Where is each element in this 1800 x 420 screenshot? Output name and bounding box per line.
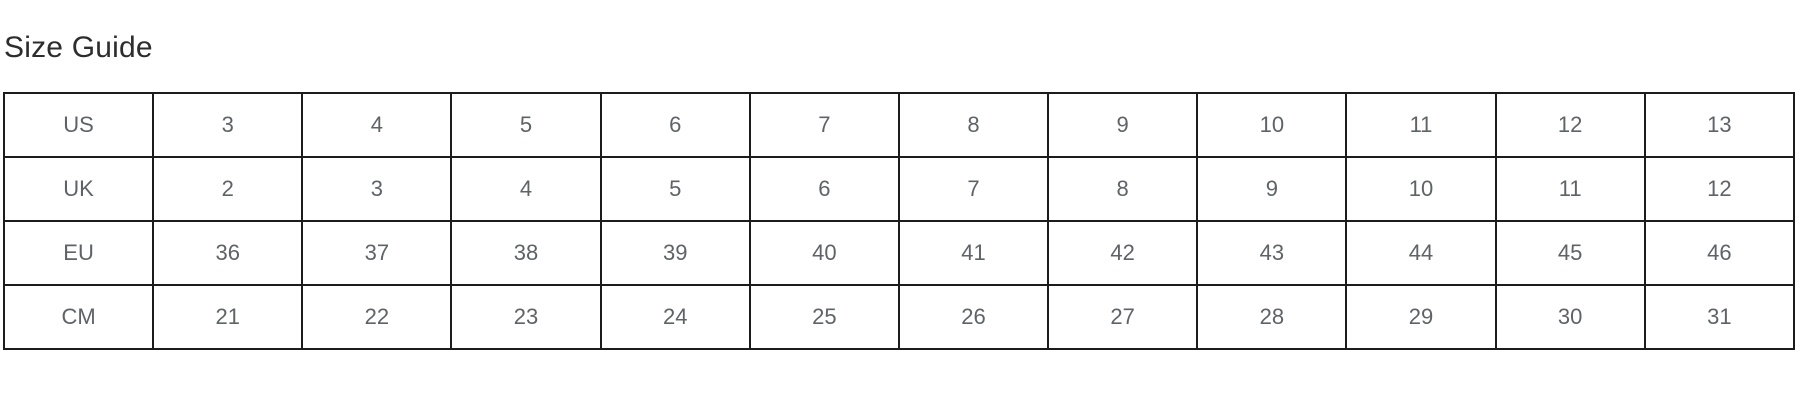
size-table-cell: 24: [599, 284, 751, 350]
size-table-row: UK 2 3 4 5 6 7 8 9 10 11 12: [2, 156, 1796, 222]
size-table-cell: 21: [152, 284, 304, 350]
size-table-cell: 3: [152, 92, 304, 158]
size-table-row: US 3 4 5 6 7 8 9 10 11 12 13: [2, 92, 1796, 158]
size-table-cell: 8: [897, 92, 1050, 158]
size-table-cell: 30: [1494, 284, 1646, 350]
size-table-cell: 7: [897, 156, 1050, 222]
size-table-cell: 3: [301, 156, 453, 222]
size-table-cell: 27: [1047, 284, 1199, 350]
size-table-cell: 7: [748, 92, 900, 158]
size-table-row-label: US: [2, 92, 155, 158]
size-table-cell: 13: [1643, 92, 1796, 158]
size-table-cell: 8: [1047, 156, 1199, 222]
size-table-row: EU 36 37 38 39 40 41 42 43 44 45 46: [2, 220, 1796, 286]
size-table-cell: 2: [152, 156, 304, 222]
size-table-row-label: UK: [2, 156, 155, 222]
size-table-cell: 36: [152, 220, 304, 286]
size-table-cell: 44: [1345, 220, 1497, 286]
size-guide-table: US 3 4 5 6 7 8 9 10 11 12 13 UK 2 3 4 5 6 7 8 9 10 11 12 EU 36 37 3…: [2, 92, 1796, 350]
size-table-cell: 9: [1047, 92, 1199, 158]
size-table-cell: 40: [748, 220, 900, 286]
size-table-cell: 28: [1196, 284, 1348, 350]
size-table-cell: 4: [450, 156, 602, 222]
size-table-body: US 3 4 5 6 7 8 9 10 11 12 13 UK 2 3 4 5 6 7 8 9 10 11 12 EU 36 37 3…: [2, 92, 1796, 350]
size-table-cell: 23: [450, 284, 602, 350]
size-table-cell: 9: [1196, 156, 1348, 222]
size-table-cell: 10: [1345, 156, 1497, 222]
size-table-cell: 43: [1196, 220, 1348, 286]
size-table-cell: 11: [1345, 92, 1497, 158]
size-table-cell: 45: [1494, 220, 1646, 286]
size-table-cell: 22: [301, 284, 453, 350]
size-table-cell: 5: [450, 92, 602, 158]
size-table-cell: 46: [1643, 220, 1796, 286]
size-table-cell: 26: [897, 284, 1050, 350]
page-title: Size Guide: [4, 31, 153, 64]
size-table-row-label: EU: [2, 220, 155, 286]
size-table-row: CM 21 22 23 24 25 26 27 28 29 30 31: [2, 284, 1796, 350]
size-table-cell: 38: [450, 220, 602, 286]
size-table-cell: 12: [1643, 156, 1796, 222]
size-table-cell: 31: [1643, 284, 1796, 350]
size-table-cell: 42: [1047, 220, 1199, 286]
size-table-cell: 10: [1196, 92, 1348, 158]
size-guide-page: Size Guide US 3 4 5 6 7 8 9 10 11 12 13 UK 2 3 4 5 6 7 8 9 10…: [0, 31, 1800, 420]
size-table-cell: 6: [748, 156, 900, 222]
size-table-cell: 12: [1494, 92, 1646, 158]
size-table-cell: 6: [599, 92, 751, 158]
size-table-cell: 29: [1345, 284, 1497, 350]
size-table-cell: 4: [301, 92, 453, 158]
size-table-cell: 39: [599, 220, 751, 286]
size-table-cell: 25: [748, 284, 900, 350]
size-table-cell: 41: [897, 220, 1050, 286]
size-table-cell: 11: [1494, 156, 1646, 222]
size-table-cell: 37: [301, 220, 453, 286]
size-table-cell: 5: [599, 156, 751, 222]
size-table-row-label: CM: [2, 284, 155, 350]
